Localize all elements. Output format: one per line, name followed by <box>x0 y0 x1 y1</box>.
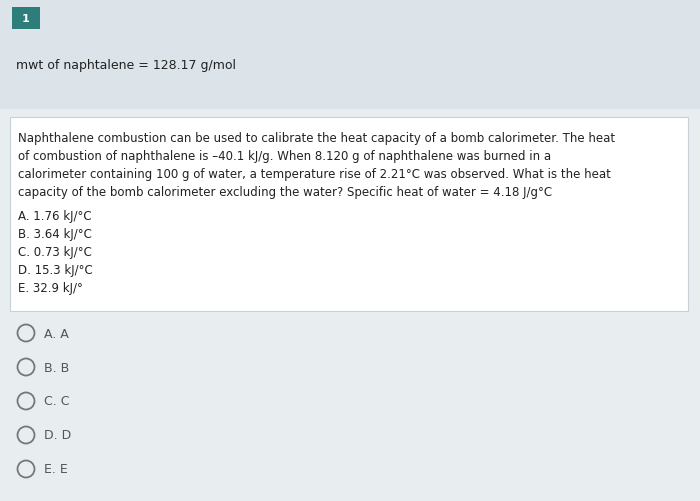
Text: E. E: E. E <box>45 462 69 475</box>
FancyBboxPatch shape <box>12 8 40 30</box>
FancyBboxPatch shape <box>10 118 688 312</box>
Text: C. 0.73 kJ/°C: C. 0.73 kJ/°C <box>18 245 92 259</box>
Text: C. C: C. C <box>45 395 70 408</box>
Text: D. 15.3 kJ/°C: D. 15.3 kJ/°C <box>18 264 92 277</box>
Text: E. 32.9 kJ/°: E. 32.9 kJ/° <box>18 282 83 295</box>
Text: calorimeter containing 100 g of water, a temperature rise of 2.21°C was observed: calorimeter containing 100 g of water, a… <box>18 168 611 181</box>
Text: capacity of the bomb calorimeter excluding the water? Specific heat of water = 4: capacity of the bomb calorimeter excludi… <box>18 186 552 198</box>
Text: A. 1.76 kJ/°C: A. 1.76 kJ/°C <box>18 209 92 222</box>
Text: mwt of naphtalene = 128.17 g/mol: mwt of naphtalene = 128.17 g/mol <box>16 59 236 71</box>
Text: 1: 1 <box>22 14 30 24</box>
Text: B. B: B. B <box>45 361 70 374</box>
FancyBboxPatch shape <box>0 0 700 110</box>
Text: B. 3.64 kJ/°C: B. 3.64 kJ/°C <box>18 227 92 240</box>
Text: A. A: A. A <box>45 327 69 340</box>
Text: D. D: D. D <box>45 429 71 441</box>
Text: of combustion of naphthalene is –40.1 kJ/g. When 8.120 g of naphthalene was burn: of combustion of naphthalene is –40.1 kJ… <box>18 150 551 163</box>
Text: Naphthalene combustion can be used to calibrate the heat capacity of a bomb calo: Naphthalene combustion can be used to ca… <box>18 132 615 145</box>
